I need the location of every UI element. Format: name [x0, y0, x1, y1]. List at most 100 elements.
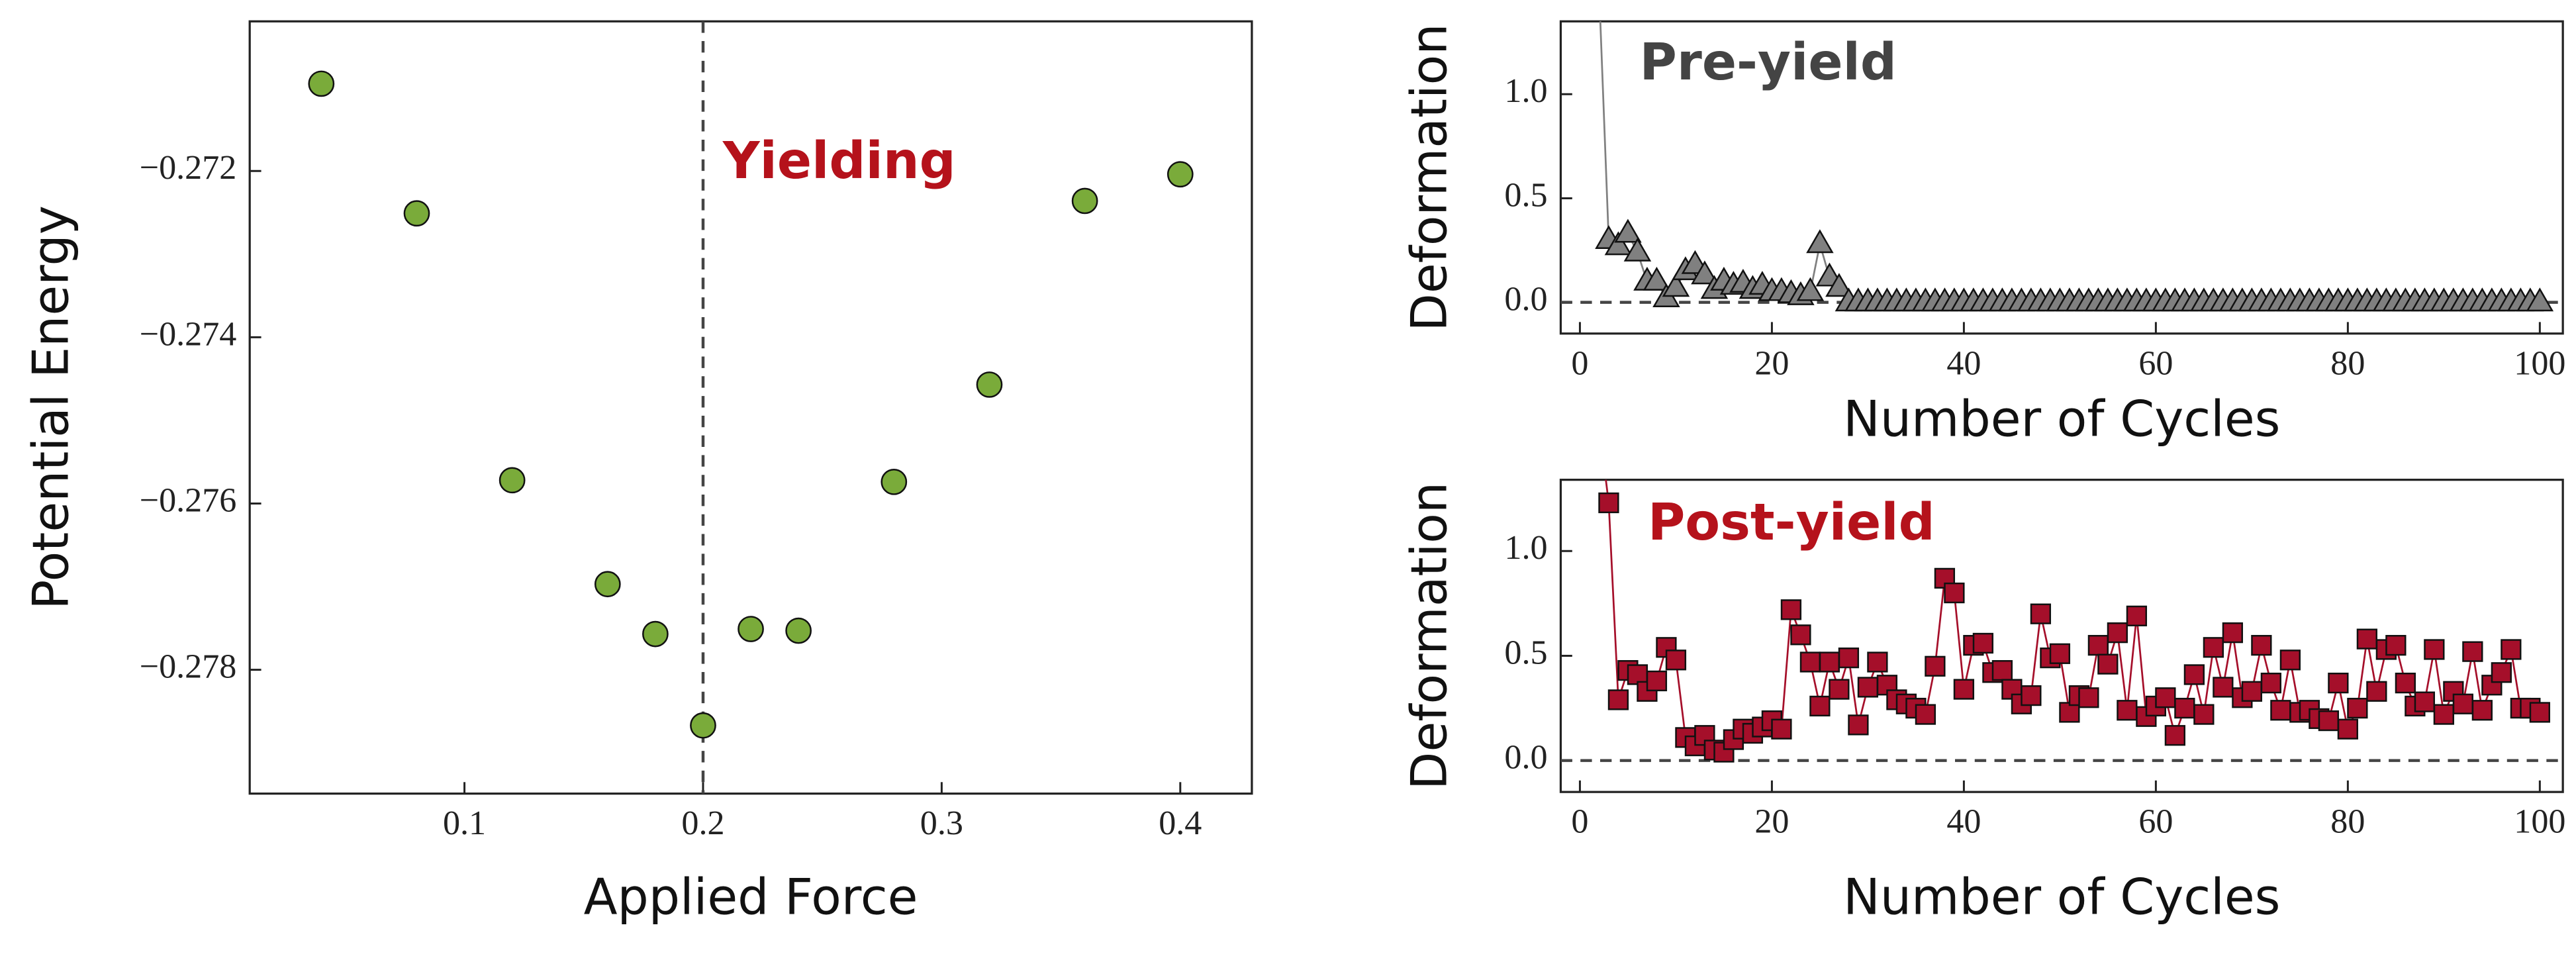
y-axis-label: Deformation: [1400, 24, 1458, 332]
x-tick-label: 20: [1754, 803, 1789, 841]
x-tick-label: 20: [1754, 344, 1789, 382]
point: [1167, 161, 1194, 188]
point: [1809, 695, 1831, 717]
x-axis-label: Number of Cycles: [1843, 868, 2280, 926]
point: [308, 70, 335, 97]
annotation: Post-yield: [1648, 493, 1935, 552]
x-tick-label: 0.3: [920, 804, 963, 842]
x-axis-label: Applied Force: [584, 868, 918, 926]
point: [2318, 710, 2340, 732]
point: [2260, 672, 2282, 694]
point: [2491, 662, 2512, 683]
point: [2059, 702, 2080, 723]
point: [2183, 664, 2205, 685]
x-tick-label: 60: [2138, 803, 2173, 841]
point: [2155, 687, 2176, 708]
annotation: Yielding: [722, 132, 956, 191]
point: [2097, 653, 2119, 675]
point: [1825, 273, 1853, 297]
y-tick-label: 0.0: [1504, 739, 1547, 777]
x-tick-label: 0: [1571, 344, 1588, 382]
x-tick-label: 40: [1946, 344, 1981, 382]
point: [690, 712, 716, 739]
point: [1590, 416, 1609, 435]
x-axis-label: Number of Cycles: [1843, 390, 2280, 448]
point: [2395, 672, 2416, 694]
point: [2270, 700, 2291, 721]
panel: 0 20 40 60 80 100 0.0 0.5 1.0 Number of Cycles Def…: [1400, 20, 2565, 448]
x-tick-label: 0.4: [1159, 804, 1202, 842]
point: [1944, 582, 1965, 604]
point: [1643, 266, 1671, 291]
plot-frame: [1559, 479, 2564, 793]
point: [2213, 677, 2234, 698]
point: [1953, 679, 1975, 700]
point: [642, 620, 669, 648]
point: [1838, 648, 1860, 669]
point: [2526, 287, 2554, 312]
point: [738, 616, 764, 642]
point: [499, 467, 526, 494]
annotation: Pre-yield: [1640, 33, 1897, 92]
point: [1665, 650, 1687, 671]
point: [2251, 635, 2272, 656]
point: [1771, 718, 1792, 740]
point: [2164, 725, 2186, 746]
panel: 0 20 40 60 80 100 0.0 0.5 1.0 Number of Cycles Def…: [1400, 416, 2565, 926]
x-tick-label: 0.2: [681, 804, 724, 842]
point: [1598, 492, 1619, 514]
x-tick-label: 80: [2330, 803, 2365, 841]
y-tick-label: −0.278: [140, 648, 237, 686]
point: [1646, 670, 1668, 692]
y-tick-label: 0.5: [1504, 176, 1547, 214]
point: [1614, 218, 1642, 243]
point: [2471, 700, 2493, 721]
point: [1607, 689, 1629, 710]
y-tick-label: −0.274: [140, 315, 237, 353]
y-tick-label: 0.0: [1504, 281, 1547, 318]
plot-area: [1560, 416, 2563, 763]
point: [2347, 697, 2368, 719]
y-tick-label: 1.0: [1504, 72, 1547, 110]
x-tick-label: 100: [2514, 803, 2565, 841]
point: [2107, 622, 2128, 644]
plot-frame: [1559, 20, 2564, 335]
point: [1691, 260, 1719, 285]
point: [1857, 677, 1879, 698]
point: [594, 571, 621, 598]
y-axis-label: Deformation: [1400, 482, 1458, 790]
point: [1848, 714, 1869, 736]
point: [1819, 651, 1840, 673]
x-tick-label: 40: [1946, 803, 1981, 841]
point: [1829, 679, 1850, 700]
point: [785, 617, 812, 644]
point: [1780, 599, 1802, 620]
point: [2203, 637, 2224, 658]
point: [2337, 718, 2358, 740]
point: [2424, 639, 2445, 660]
point: [2529, 702, 2550, 723]
point: [2366, 681, 2387, 702]
point: [1867, 651, 1888, 673]
plot-area: [1560, 21, 2563, 312]
y-axis-label: Potential Energy: [22, 205, 79, 609]
x-tick-label: 60: [2138, 344, 2173, 382]
point: [2385, 635, 2407, 656]
point: [2021, 685, 2042, 706]
point: [403, 200, 430, 227]
point: [2501, 639, 2522, 660]
point: [1972, 632, 1994, 654]
plot-frame: [248, 20, 1253, 795]
point: [2433, 704, 2454, 725]
point: [1623, 237, 1652, 262]
point: [2452, 693, 2473, 714]
point: [1799, 651, 1821, 673]
x-tick-label: 80: [2330, 344, 2365, 382]
x-tick-label: 100: [2514, 344, 2565, 382]
point: [2222, 622, 2244, 644]
point: [2193, 704, 2215, 725]
point: [1604, 231, 1633, 256]
point: [2328, 672, 2349, 694]
point: [1925, 655, 1946, 677]
